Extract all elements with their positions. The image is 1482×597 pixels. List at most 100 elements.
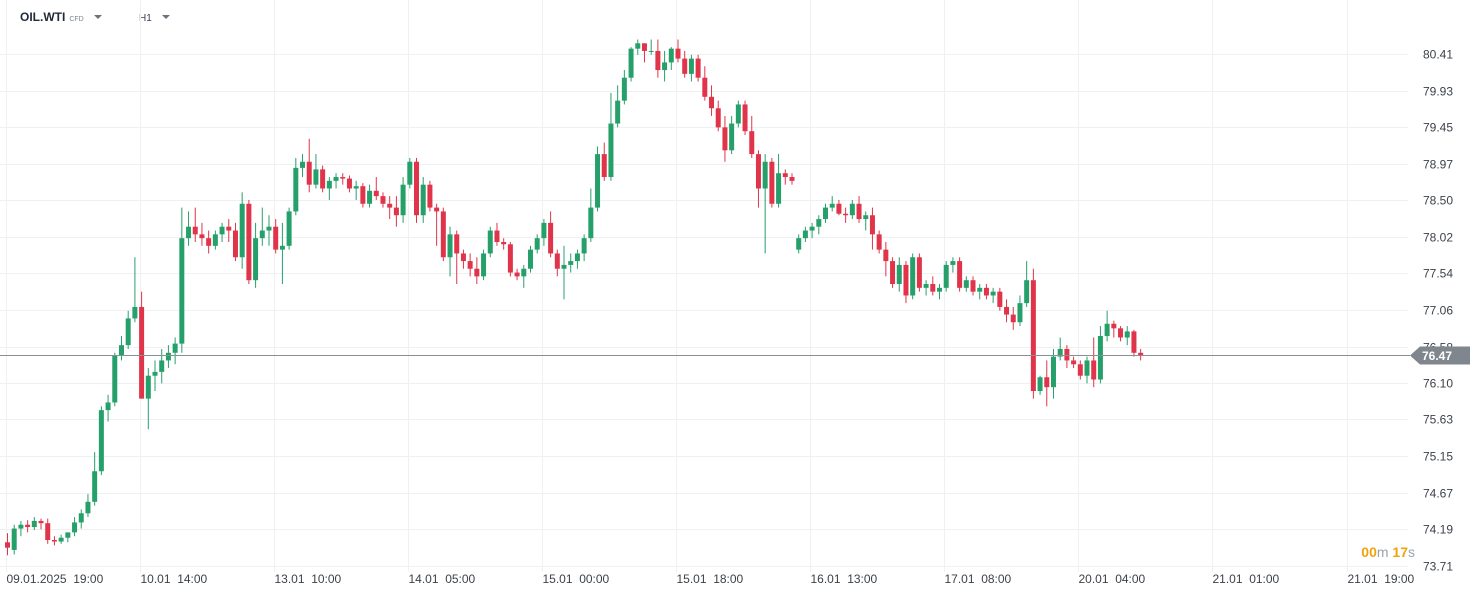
candle (253, 222, 259, 288)
candle-body (628, 48, 634, 78)
timeframe-selector[interactable]: H1 (139, 13, 170, 24)
candle (896, 257, 902, 292)
candle (648, 39, 654, 55)
candle-body (595, 154, 601, 208)
candle-body (762, 161, 768, 189)
x-tick-label: 20.01 04:00 (1079, 572, 1146, 586)
instrument-type: CFD (69, 16, 84, 23)
candle-body (869, 215, 875, 235)
candle-body (346, 178, 352, 189)
candle (856, 196, 862, 223)
candle-body (259, 230, 265, 239)
candle (943, 261, 949, 292)
candle (38, 518, 44, 530)
candle-body (769, 161, 775, 204)
candle-body (1064, 348, 1070, 361)
candle-body (279, 245, 285, 250)
candle-body (501, 241, 507, 245)
candle (393, 196, 399, 227)
candle (802, 226, 808, 242)
candle-body (219, 226, 225, 235)
candle (51, 536, 57, 546)
candle (420, 177, 426, 223)
candle (869, 207, 875, 250)
timer-minutes: 00 (1361, 544, 1377, 560)
candle-body (232, 230, 238, 258)
candle-body (729, 123, 735, 151)
candle (883, 241, 889, 277)
candle (1004, 299, 1010, 323)
candle-body (460, 253, 466, 262)
x-tick-label: 21.01 19:00 (1348, 572, 1415, 586)
candle-body (621, 77, 627, 101)
candle-body (876, 234, 882, 250)
candle-body (165, 352, 171, 361)
candle (1071, 356, 1077, 369)
candle-body (883, 249, 889, 262)
candle-body (641, 43, 647, 51)
candle-body (152, 371, 158, 376)
candle (199, 222, 205, 246)
candle (232, 222, 238, 262)
candle-body (863, 215, 869, 220)
candle (400, 177, 406, 223)
current-price-label: 76.47 (1422, 349, 1452, 363)
candle-body (1024, 280, 1030, 304)
candle (1118, 326, 1124, 342)
symbol-selector[interactable]: OIL.WTI CFD (20, 10, 102, 24)
candle-body (1044, 377, 1050, 388)
candle-body (675, 48, 681, 59)
candle (1104, 310, 1110, 342)
candle-body (608, 123, 614, 178)
candle-body (5, 542, 10, 548)
candle-body (1138, 352, 1144, 356)
candle-body (72, 522, 78, 533)
candle-body (38, 520, 44, 524)
candle (816, 215, 822, 235)
candle-body (615, 100, 621, 124)
candle (306, 138, 312, 193)
candle-body (447, 234, 453, 258)
current-price-line: 76.47 (0, 346, 1470, 365)
candle (950, 257, 956, 273)
candle-body (802, 230, 808, 239)
candle-body (293, 167, 299, 212)
candle-body (31, 520, 37, 528)
candle-body (98, 410, 104, 472)
candle (997, 287, 1003, 311)
candle (776, 154, 782, 208)
candle (286, 207, 292, 250)
candle (65, 532, 71, 543)
candle-body (266, 226, 272, 231)
candle (749, 115, 755, 158)
x-tick-label: 09.01.2025 19:00 (7, 572, 104, 586)
candle (494, 222, 500, 246)
candle-body (300, 161, 306, 168)
candle-body (1131, 331, 1137, 353)
candle-body (212, 234, 218, 246)
candle-body (755, 154, 761, 189)
y-tick-label: 80.41 (1423, 48, 1453, 62)
candle-body (963, 280, 969, 288)
candle-body (936, 287, 942, 292)
candle-body (434, 207, 440, 212)
candle-body (574, 253, 580, 262)
candle-body (1010, 314, 1016, 323)
x-tick-label: 15.01 00:00 (543, 572, 610, 586)
candle-body (662, 62, 668, 71)
candle (192, 207, 198, 242)
candle (903, 261, 909, 304)
candle (615, 85, 621, 128)
candle (1091, 337, 1097, 388)
candle-body (118, 345, 124, 356)
y-tick-label: 78.97 (1423, 158, 1453, 172)
candle (742, 100, 748, 136)
candle (534, 234, 540, 254)
candle-body (414, 161, 420, 216)
candle-body (373, 190, 379, 197)
x-tick-label: 14.01 05:00 (409, 572, 476, 586)
candle (675, 39, 681, 63)
candle (434, 203, 440, 246)
candle-body (393, 207, 399, 216)
